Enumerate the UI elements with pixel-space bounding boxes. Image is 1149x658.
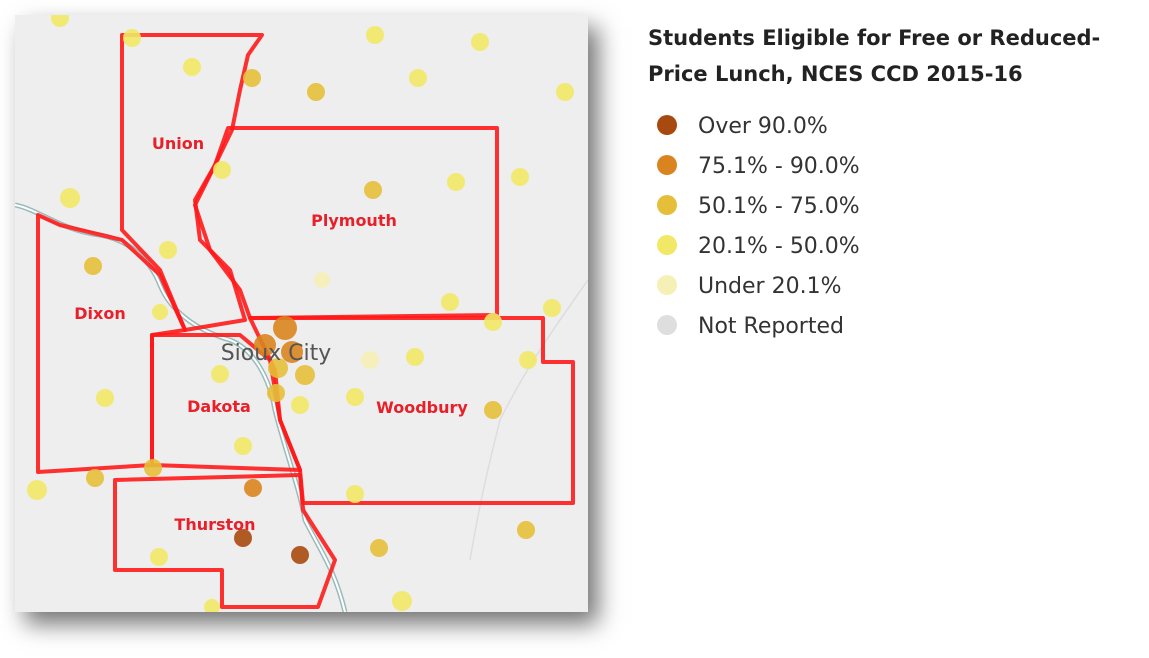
legend-swatch — [657, 235, 677, 255]
dot — [484, 401, 502, 419]
dot — [517, 521, 535, 539]
county-label: Dakota — [187, 397, 251, 416]
legend-label: Over 90.0% — [698, 114, 828, 139]
legend-swatch — [657, 195, 677, 215]
dot — [314, 272, 330, 288]
dot — [366, 26, 384, 44]
dot — [471, 33, 489, 51]
dot — [211, 365, 229, 383]
dot — [364, 181, 382, 199]
map[interactable]: Union Plymouth Dixon Dakota Woodbury Thu… — [15, 15, 588, 612]
legend-swatch — [657, 115, 677, 135]
dot — [96, 389, 114, 407]
county-label: Thurston — [174, 515, 255, 534]
dot — [234, 529, 252, 547]
map-svg: Union Plymouth Dixon Dakota Woodbury Thu… — [15, 15, 588, 612]
dot — [267, 384, 285, 402]
dot — [243, 69, 261, 87]
dot — [123, 29, 141, 47]
county-dixon — [36, 213, 187, 474]
dot — [511, 168, 529, 186]
dot — [27, 480, 47, 500]
dot — [484, 313, 502, 331]
dot — [152, 304, 168, 320]
dot — [392, 591, 412, 611]
legend-swatch — [657, 315, 677, 335]
dot — [244, 479, 262, 497]
dot — [159, 241, 177, 259]
dot — [273, 316, 297, 340]
dot — [556, 83, 574, 101]
county-label: Union — [152, 134, 204, 153]
dot — [144, 459, 162, 477]
legend-swatch — [657, 275, 677, 295]
dots — [27, 15, 574, 612]
dot — [543, 299, 561, 317]
dot — [60, 188, 80, 208]
county-label: Dixon — [74, 304, 125, 323]
dot — [307, 83, 325, 101]
dot — [254, 334, 276, 356]
dot — [406, 348, 424, 366]
legend-swatch — [657, 155, 677, 175]
legend-label: 50.1% - 75.0% — [698, 194, 860, 219]
dot — [346, 388, 364, 406]
dot — [447, 173, 465, 191]
legend-label: Under 20.1% — [698, 274, 841, 299]
county-label: Plymouth — [311, 211, 397, 230]
dot — [519, 351, 537, 369]
dot — [213, 161, 231, 179]
legend-label: 20.1% - 50.0% — [698, 234, 860, 259]
dot — [370, 539, 388, 557]
dot — [346, 485, 364, 503]
county-plymouth — [193, 126, 499, 320]
legend: Over 90.0% 75.1% - 90.0% 50.1% - 75.0% 20.1… — [657, 114, 860, 339]
dot — [281, 341, 303, 363]
dot — [268, 358, 288, 378]
dot — [441, 293, 459, 311]
dot — [291, 546, 309, 564]
county-thurston — [113, 473, 337, 609]
dot — [291, 396, 309, 414]
dot — [86, 469, 104, 487]
stream — [469, 279, 588, 561]
dot — [150, 548, 168, 566]
dot — [295, 365, 315, 385]
legend-label: 75.1% - 90.0% — [698, 154, 860, 179]
dot — [409, 69, 427, 87]
legend-label: Not Reported — [698, 314, 844, 339]
city-label: Sioux City — [221, 341, 332, 366]
county-union — [120, 33, 264, 332]
dot — [361, 351, 379, 369]
dot — [204, 599, 220, 612]
dot — [183, 58, 201, 76]
dot — [84, 257, 102, 275]
county-label: Woodbury — [376, 398, 468, 417]
dot — [51, 15, 69, 27]
legend-title: Students Eligible for Free or Reduced-Pr… — [648, 26, 1101, 86]
dot — [234, 437, 252, 455]
